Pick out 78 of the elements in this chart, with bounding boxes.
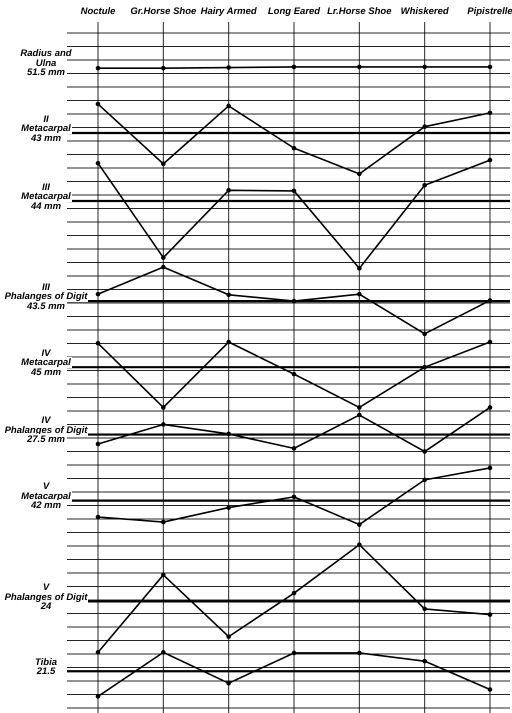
point xyxy=(161,255,166,260)
point xyxy=(292,590,296,596)
point xyxy=(292,188,296,194)
point xyxy=(488,687,492,692)
point xyxy=(488,64,492,70)
point xyxy=(226,634,231,639)
point xyxy=(422,182,427,188)
ref-line-label: V Phalanges of Digit 24 xyxy=(4,582,88,612)
x-tick-label: Long Eared xyxy=(268,6,320,17)
point xyxy=(422,64,427,70)
point xyxy=(161,405,166,410)
point xyxy=(96,514,100,520)
point xyxy=(226,188,231,193)
point xyxy=(96,102,100,106)
ref-line-label: III Phalanges of Digit 43.5 mm xyxy=(4,282,88,312)
ref-line-label: III Metacarpal 44 mm xyxy=(20,182,72,212)
point xyxy=(357,522,362,527)
point xyxy=(226,432,231,436)
point xyxy=(422,606,427,612)
point xyxy=(226,340,231,344)
point xyxy=(292,446,296,451)
point xyxy=(161,264,166,270)
point xyxy=(161,520,166,524)
ref-line-label: IV Phalanges of Digit 27.5 mm xyxy=(4,415,88,446)
point xyxy=(226,505,231,510)
point xyxy=(357,64,362,70)
point xyxy=(488,405,492,410)
point xyxy=(422,364,427,370)
point xyxy=(161,572,166,578)
point xyxy=(161,422,166,427)
point xyxy=(292,650,296,656)
point xyxy=(226,104,231,108)
x-tick-label: Lr.Horse Shoe xyxy=(327,6,392,17)
point xyxy=(422,332,427,336)
point xyxy=(422,478,427,482)
point xyxy=(488,158,492,162)
point xyxy=(292,64,296,70)
point xyxy=(96,66,100,70)
point xyxy=(488,612,492,617)
point xyxy=(357,650,362,656)
point xyxy=(422,658,427,664)
point xyxy=(161,650,166,655)
point xyxy=(357,266,362,271)
point xyxy=(488,298,492,303)
ref-line-label: V Metacarpal 42 mm xyxy=(20,481,72,512)
x-tick-label: Gr.Horse Shoe xyxy=(130,6,198,17)
point xyxy=(96,650,100,655)
x-tick-label: Hairy Armed xyxy=(200,6,257,17)
point xyxy=(357,172,362,176)
point xyxy=(96,340,100,346)
point xyxy=(422,124,427,130)
point xyxy=(96,160,100,166)
point xyxy=(161,66,166,70)
ref-line-label: II Metacarpal 43 mm xyxy=(20,114,72,144)
x-tick-label: Noctule xyxy=(80,6,116,17)
point xyxy=(292,298,296,304)
point xyxy=(96,694,100,699)
text: Radius and Ulna 51.5 mm xyxy=(19,48,73,78)
ref-line-label: IV Metacarpal 45 mm xyxy=(20,348,72,378)
point xyxy=(488,110,492,116)
point xyxy=(292,146,296,150)
point xyxy=(488,340,492,344)
point xyxy=(357,292,362,296)
point xyxy=(226,292,231,298)
point xyxy=(226,65,231,70)
point xyxy=(357,542,362,548)
point xyxy=(292,372,296,376)
point xyxy=(292,494,296,500)
point xyxy=(161,162,166,166)
point xyxy=(226,680,231,686)
point xyxy=(96,442,100,446)
x-tick-label: Whiskered xyxy=(400,6,449,17)
ref-line-label: Tibia 21.5 xyxy=(34,656,58,678)
point xyxy=(96,292,100,296)
point xyxy=(422,449,427,454)
point xyxy=(488,466,492,470)
point xyxy=(357,412,362,418)
point xyxy=(357,405,362,410)
